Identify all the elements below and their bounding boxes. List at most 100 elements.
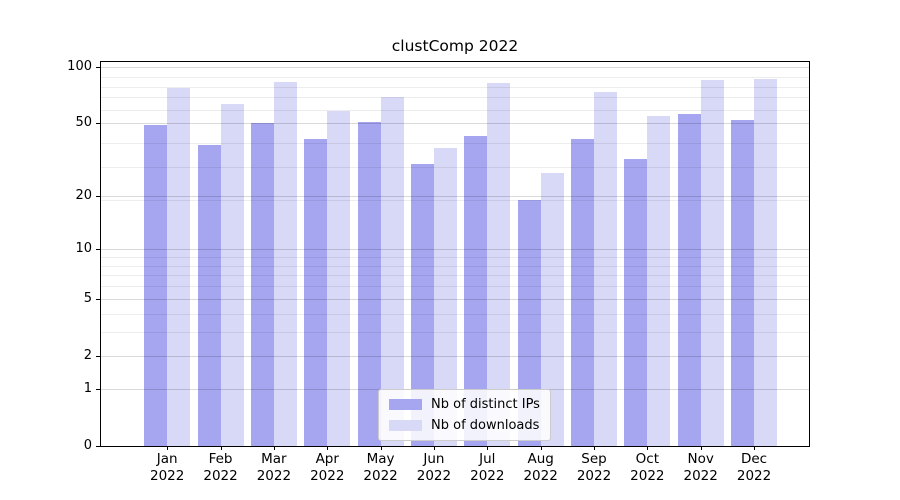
legend-label: Nb of downloads [431,418,540,433]
x-tick-label-line: Apr [315,451,339,467]
y-tick-label: 1 [83,381,92,397]
bar-downloads [754,78,778,446]
x-tickmark [380,446,382,450]
bar-distinct-ips [197,145,221,446]
legend-swatch [389,399,422,410]
x-tickmark [700,446,702,450]
minor-gridline [101,257,809,259]
x-tickmark [433,446,435,450]
major-gridline [101,196,809,198]
bar-distinct-ips [517,200,541,446]
bar-downloads [327,111,351,446]
bar-downloads [167,87,191,446]
bar-distinct-ips [250,123,274,446]
y-tickmark [96,196,100,198]
x-tick-label-line: Jun [423,451,445,467]
bar-downloads [433,147,457,446]
y-tick-label: 5 [83,291,92,306]
y-tick-label: 50 [75,115,92,131]
bar-distinct-ips [357,121,381,446]
bar-distinct-ips [304,139,328,446]
minor-gridline [101,286,809,288]
bar-downloads [700,79,724,446]
x-tick-label: Jul 2022 [455,451,519,485]
legend-row: Nb of distinct IPs [389,397,540,412]
major-gridline [101,355,809,357]
bar-distinct-ips [144,125,168,446]
plot-area: Nb of distinct IPs Nb of downloads [100,61,810,447]
x-tick-label-line: Feb [208,451,233,467]
minor-gridline [101,86,809,88]
x-tick-label-line: 2022 [416,468,452,484]
x-tickmark [594,446,595,450]
minor-gridline [101,265,809,267]
x-tick-label: Aug 2022 [509,451,573,485]
x-tick-label: Mar 2022 [242,451,306,485]
bar-distinct-ips [624,159,648,446]
x-tick-label-line: Nov [687,451,714,467]
bar-distinct-ips [731,120,755,446]
x-tick-label: Dec 2022 [722,451,786,485]
x-tick-label-line: 2022 [576,468,612,484]
y-tickmark [96,249,100,251]
bar-distinct-ips [677,114,701,446]
x-tick-label-line: 2022 [736,468,772,484]
x-tickmark [487,446,489,450]
x-tick-label-line: Jul [479,451,496,467]
x-tick-label: Sep 2022 [562,451,626,485]
y-tickmark [96,123,100,125]
bar-downloads [647,115,671,446]
legend: Nb of distinct IPs Nb of downloads [378,389,551,441]
minor-gridline [101,143,809,145]
x-tickmark [327,446,329,450]
x-tick-label: Jun 2022 [402,451,466,485]
major-gridline [101,67,809,69]
y-tick-label: 2 [83,347,92,363]
x-tick-label: Nov 2022 [669,451,733,485]
minor-gridline [101,275,809,277]
y-tickmark [96,299,100,300]
major-gridline [101,299,809,300]
legend-row: Nb of downloads [389,418,540,433]
x-tick-label-line: Aug [527,451,554,467]
x-tick-label-line: 2022 [470,468,505,484]
y-tick-label: 0 [83,438,92,453]
y-tick-label: 100 [67,59,92,75]
x-tick-label-line: 2022 [203,468,238,484]
chart-title: clustComp 2022 [391,37,519,55]
x-tick-label-line: Mar [261,451,287,467]
bar-downloads [594,91,617,446]
bar-downloads [540,172,564,446]
x-tick-label: Apr 2022 [295,451,359,485]
x-tickmark [220,446,222,450]
bar-distinct-ips [410,164,434,446]
minor-gridline [101,200,809,202]
bar-downloads [487,83,511,446]
x-tick-label-line: 2022 [363,468,398,484]
bar-downloads [380,97,404,446]
x-tick-label-line: Oct [635,451,660,467]
bars-layer [101,62,809,446]
x-tick-label-line: 2022 [310,468,345,484]
minor-gridline [101,166,809,168]
x-tick-label: Jan 2022 [135,451,199,485]
y-tickmark [96,389,100,391]
bar-downloads [273,81,297,446]
x-tick-label-line: 2022 [256,468,292,484]
x-tickmark [754,446,756,450]
x-tick-label-line: 2022 [523,468,558,484]
minor-gridline [101,332,809,334]
minor-gridline [101,97,809,99]
x-tick-label: Oct 2022 [615,451,679,485]
x-tick-label: May 2022 [349,451,413,485]
bar-downloads [220,103,244,446]
legend-swatch [389,420,422,431]
x-tick-label-line: 2022 [150,468,185,484]
x-tick-label-line: 2022 [630,468,665,484]
x-tick-label-line: Sep [581,451,607,467]
legend-label: Nb of distinct IPs [431,397,540,412]
x-tick-label: Feb 2022 [189,451,253,485]
x-tick-label-line: Jan [156,451,178,467]
bar-distinct-ips [464,135,488,446]
y-tickmark [96,446,100,447]
